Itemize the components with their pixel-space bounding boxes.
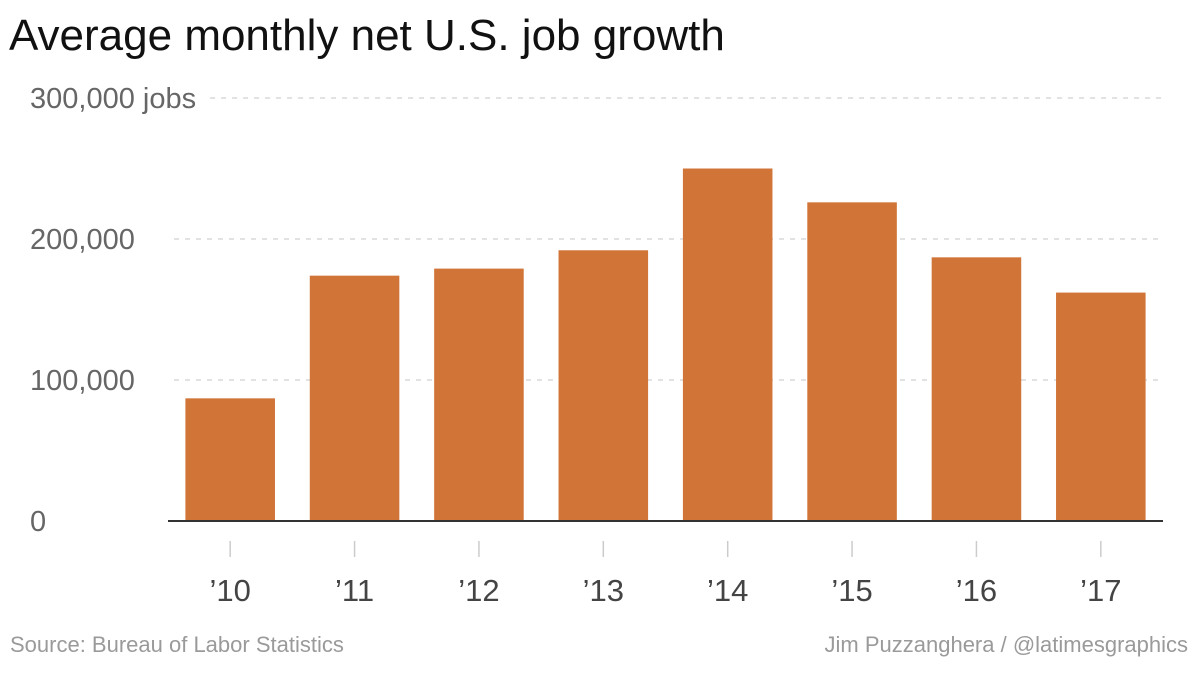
x-tick-label: ’11 (335, 573, 374, 608)
x-tick-label: ’13 (583, 573, 624, 608)
bars (185, 168, 1146, 521)
bar (434, 268, 524, 521)
bar (807, 202, 897, 521)
bar (682, 168, 773, 521)
x-tick-label: ’10 (210, 573, 251, 608)
x-tick-label: ’15 (831, 573, 872, 608)
y-tick-label: 200,000 (30, 224, 135, 256)
x-tick-label: ’17 (1080, 573, 1121, 608)
tick-labels: 0 100,000 200,000 300,000 jobs ’10 ’11 ’12 ’13 ’… (30, 83, 1122, 608)
source-note: Source: Bureau of Labor Statistics (10, 632, 344, 657)
x-tick-label: ’16 (956, 573, 997, 608)
bar (558, 250, 649, 521)
bar (1056, 292, 1146, 521)
chart-title: Average monthly net U.S. job growth (9, 11, 725, 60)
credit-note: Jim Puzzanghera / @latimesgraphics (824, 632, 1188, 657)
x-tick-label: ’12 (458, 573, 499, 608)
gridlines (174, 97, 1163, 381)
bar (185, 398, 275, 521)
y-tick-label: 300,000 jobs (30, 83, 196, 115)
x-tick-label: ’14 (707, 573, 748, 608)
y-tick-label: 100,000 (30, 365, 135, 397)
bar (309, 275, 400, 521)
bar (931, 257, 1022, 521)
axes (168, 520, 1163, 557)
y-tick-label: 0 (30, 506, 46, 538)
